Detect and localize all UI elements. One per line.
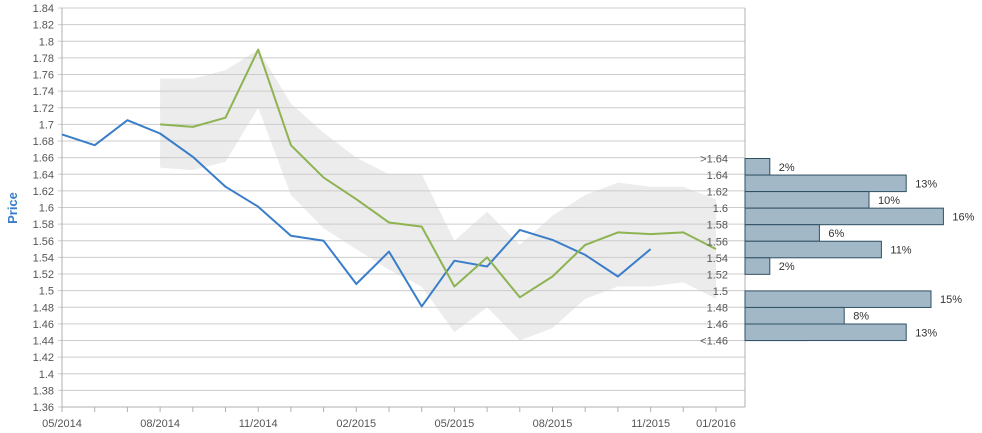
histogram-percent-label: 8%: [853, 311, 869, 323]
histogram-bar: [744, 224, 820, 242]
x-tick-label: 11/2014: [239, 418, 278, 430]
y-tick-label: 1.66: [33, 153, 54, 165]
series-line-1: [61, 119, 652, 308]
y-tick-label: 1.5: [39, 286, 54, 298]
y-tick-label: 1.42: [33, 352, 54, 364]
x-tick-label: 08/2014: [140, 418, 180, 430]
histogram-edge-label: 1.48: [707, 302, 728, 314]
histogram-bar: [744, 191, 870, 209]
y-tick-label: 1.54: [33, 252, 54, 264]
histogram-edge-label: 1.64: [707, 170, 728, 182]
series-layer: [61, 48, 717, 308]
histogram-percent-label: 15%: [940, 294, 962, 306]
histogram-percent-label: 13%: [915, 178, 937, 190]
y-tick-label: 1.7: [39, 119, 54, 131]
histogram-edge-label: 1.46: [707, 319, 728, 331]
y-tick-label: 1.46: [33, 319, 54, 331]
y-tick-label: 1.64: [33, 169, 54, 181]
histogram-edge-label: >1.64: [700, 154, 728, 166]
y-tick-label: 1.8: [39, 36, 54, 48]
histogram-edge-label: 1.54: [707, 253, 728, 265]
y-tick-label: 1.74: [33, 86, 54, 98]
histogram-percent-label: 10%: [878, 195, 900, 207]
y-tick-label: 1.44: [33, 336, 54, 348]
forecast-band: [160, 49, 717, 341]
histogram-bar: [744, 290, 932, 308]
y-tick-label: 1.76: [33, 70, 54, 82]
y-tick-label: 1.36: [33, 402, 54, 414]
y-tick-label: 1.72: [33, 103, 54, 115]
y-tick-label: 1.78: [33, 53, 54, 65]
histogram-edge-label: 1.62: [707, 187, 728, 199]
histogram-layer: >1.64 1.64 1.62 1.6 1.58 1.56 1.54 1.52 1.5 1.48 1…: [700, 154, 974, 348]
histogram-percent-label: 11%: [890, 245, 911, 257]
histogram-bar: [744, 158, 771, 176]
histogram-percent-label: 13%: [915, 327, 937, 339]
histogram-bar: [744, 240, 882, 259]
x-tick-label: 05/2014: [42, 418, 82, 430]
forecast-band-layer: [160, 49, 717, 341]
y-tick-label: 1.6: [39, 203, 54, 215]
y-tick-label: 1.38: [33, 385, 54, 397]
y-axis-label: Price: [5, 192, 20, 224]
x-tick-label: 02/2015: [336, 418, 376, 430]
x-tick-label: 11/2015: [631, 418, 670, 430]
y-tick-label: 1.4: [39, 369, 54, 381]
histogram-bar: [744, 306, 845, 325]
histogram-percent-label: 2%: [779, 261, 795, 273]
histogram-bar: [744, 174, 907, 193]
histogram-edge-label: 1.52: [707, 269, 728, 281]
histogram-edge-label: 1.58: [707, 220, 728, 232]
grid-layer: [58, 7, 745, 408]
histogram-bar: [744, 207, 944, 226]
y-tick-label: 1.58: [33, 219, 54, 231]
y-tick-label: 1.62: [33, 186, 54, 198]
x-tick-label: 01/2016: [696, 418, 736, 430]
y-tick-label: 1.52: [33, 269, 54, 281]
y-tick-label: 1.84: [33, 3, 54, 15]
histogram-edge-label: 1.6: [713, 203, 728, 215]
histogram-edge-label: <1.46: [700, 336, 728, 348]
y-tick-label: 1.68: [33, 136, 54, 148]
histogram-percent-label: 16%: [952, 211, 974, 223]
histogram-bar: [744, 323, 907, 342]
histogram-bar: [744, 257, 771, 275]
histogram-edge-label: 1.5: [713, 286, 728, 298]
series-line-2: [160, 48, 717, 299]
axis-layer: 1.36 1.38 1.4 1.42 1.44 1.46 1.48 1.5 1.52 1.54 1.…: [33, 3, 746, 430]
x-tick-label: 08/2015: [533, 418, 573, 430]
x-tick-label: 05/2015: [435, 418, 475, 430]
y-tick-label: 1.56: [33, 236, 54, 248]
histogram-percent-label: 2%: [779, 162, 795, 174]
y-tick-label: 1.82: [33, 20, 54, 32]
y-tick-label: 1.48: [33, 302, 54, 314]
histogram-percent-label: 6%: [828, 228, 844, 240]
histogram-edge-label: 1.56: [707, 236, 728, 248]
